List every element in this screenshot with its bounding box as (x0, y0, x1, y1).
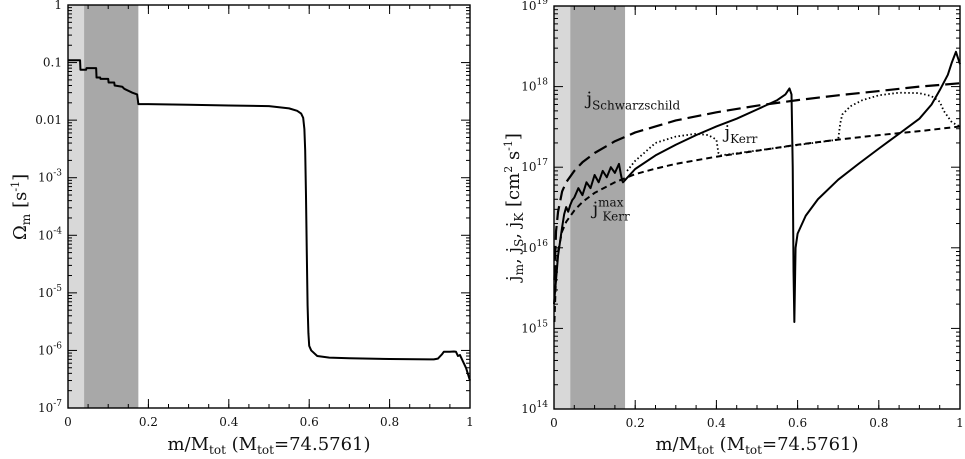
omega-y-tick-label: 1 (54, 0, 62, 12)
omega-panel: 10-710-610-510-410-30.010.11 0 0.2 0.4 0.6 0… (9, 0, 474, 457)
omega-x-tick-label: 0 (64, 415, 72, 429)
jm-y-tick-label: 1018 (521, 78, 548, 94)
jm-x-tick-labels: 0 0.2 0.4 0.6 0.8 1 (550, 416, 964, 430)
jm-x-tick-label: 0.4 (707, 416, 726, 430)
omega-y-tick-label: 10-4 (38, 226, 62, 242)
omega-y-tick-label: 10-6 (38, 341, 62, 357)
omega-x-tick-label: 1 (466, 415, 474, 429)
jm-x-tick-label: 0.2 (626, 416, 645, 430)
omega-curve-omega-m (68, 59, 471, 381)
jm-y-tick-label: 1014 (521, 400, 548, 416)
jm-y-tick-label: 1015 (521, 319, 548, 335)
jm-annotation-0: jSchwarzschild (584, 88, 680, 112)
jm-shaded-region-1 (570, 6, 626, 409)
omega-y-tick-label: 0.01 (35, 113, 62, 127)
jm-x-tick-label: 0 (550, 416, 558, 430)
jm-x-axis-label: m/Mtot (Mtot=74.5761) (655, 434, 858, 457)
jm-x-tick-label: 0.8 (869, 416, 888, 430)
jm-shaded-regions (554, 6, 626, 409)
jm-y-tick-label: 1019 (521, 0, 548, 13)
omega-y-axis-label: Ωm[s-1] (9, 174, 33, 240)
jm-curve-j-schwarzschild (553, 82, 961, 280)
omega-y-tick-label: 10-7 (38, 399, 62, 415)
jm-y-axis-label: jm, jS, jK [cm2 s-1] (502, 133, 526, 283)
jm-curve-annotations: jSchwarzschild jKerr jmax Kerr (584, 88, 757, 223)
omega-x-tick-labels: 0 0.2 0.4 0.6 0.8 1 (64, 415, 474, 429)
omega-y-tick-label: 10-3 (38, 169, 62, 185)
jm-curves (553, 50, 961, 324)
omega-shaded-region-1 (84, 5, 139, 408)
omega-plot-frame (67, 4, 471, 409)
omega-x-tick-label: 0.4 (219, 415, 238, 429)
jm-annotation-2: jmax Kerr (591, 195, 630, 223)
omega-x-tick-label: 0.6 (300, 415, 319, 429)
jm-y-tick-labels: 1014 1015 1016 1017 1018 1019 (521, 0, 548, 416)
omega-y-tick-label: 10-5 (38, 284, 62, 300)
jm-x-tick-label: 0.6 (788, 416, 807, 430)
jm-y-tick-label: 1016 (521, 239, 548, 255)
omega-shaded-region-0 (68, 5, 85, 408)
omega-x-axis-label: m/Mtot (Mtot=74.5761) (167, 434, 370, 457)
omega-y-tick-label: 0.1 (43, 56, 62, 70)
omega-y-tick-labels: 10-7 10-6 10-5 10-4 10-3 0.01 0.1 1 (35, 0, 62, 415)
jm-x-tick-label: 1 (956, 416, 964, 430)
jm-curve-j-m (553, 50, 961, 324)
omega-curves (68, 59, 471, 381)
jm-annotation-1: jKerr (723, 122, 758, 146)
jm-plot-frame (553, 5, 961, 410)
omega-x-tick-label: 0.8 (380, 415, 399, 429)
jm-shaded-region-0 (554, 6, 571, 409)
jm-y-tick-label: 1017 (521, 158, 548, 174)
omega-shaded-regions (68, 5, 139, 408)
omega-x-tick-label: 0.2 (139, 415, 158, 429)
